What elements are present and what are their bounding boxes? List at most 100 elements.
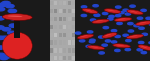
Circle shape — [134, 25, 139, 27]
Bar — [58, 40, 61, 45]
Circle shape — [90, 19, 96, 21]
Circle shape — [81, 6, 87, 8]
Bar — [72, 33, 75, 37]
Circle shape — [0, 56, 8, 60]
Bar — [54, 9, 57, 13]
Bar — [68, 40, 70, 45]
Bar — [72, 48, 75, 53]
Bar — [54, 33, 57, 37]
Bar — [63, 1, 66, 5]
Circle shape — [8, 31, 16, 35]
Circle shape — [94, 14, 99, 16]
Circle shape — [6, 4, 14, 8]
Circle shape — [137, 49, 142, 51]
Bar — [68, 33, 70, 37]
Circle shape — [125, 13, 131, 15]
Circle shape — [9, 24, 18, 27]
Ellipse shape — [95, 20, 103, 22]
Ellipse shape — [82, 8, 98, 14]
Ellipse shape — [116, 45, 124, 46]
Circle shape — [111, 30, 117, 32]
Circle shape — [119, 12, 124, 14]
Ellipse shape — [130, 11, 137, 13]
Circle shape — [2, 1, 10, 5]
Bar — [54, 40, 57, 45]
Circle shape — [0, 17, 4, 20]
Bar — [14, 16, 20, 38]
Bar — [54, 56, 57, 60]
Bar — [54, 1, 57, 5]
Ellipse shape — [2, 14, 32, 20]
Ellipse shape — [130, 35, 137, 37]
Ellipse shape — [126, 34, 144, 39]
Bar — [50, 25, 52, 29]
Ellipse shape — [85, 10, 92, 12]
Bar — [0, 0, 50, 61]
Bar — [75, 0, 150, 61]
Circle shape — [149, 23, 150, 25]
Circle shape — [125, 48, 130, 51]
Bar — [72, 40, 75, 45]
Circle shape — [89, 41, 95, 43]
Circle shape — [79, 40, 85, 42]
Ellipse shape — [118, 19, 126, 20]
Circle shape — [0, 53, 5, 57]
Ellipse shape — [127, 10, 143, 15]
Ellipse shape — [104, 9, 121, 13]
Circle shape — [115, 49, 120, 52]
Bar — [72, 56, 75, 60]
Bar — [63, 25, 66, 29]
Bar — [72, 9, 75, 13]
Circle shape — [9, 40, 17, 43]
Ellipse shape — [2, 32, 32, 59]
Circle shape — [0, 36, 4, 40]
Circle shape — [4, 54, 12, 58]
Bar — [58, 17, 61, 21]
Circle shape — [116, 6, 121, 8]
Circle shape — [0, 7, 5, 11]
Circle shape — [141, 9, 146, 11]
Circle shape — [86, 45, 91, 47]
Circle shape — [115, 35, 120, 38]
Circle shape — [102, 12, 108, 15]
Bar — [63, 17, 66, 21]
Circle shape — [102, 44, 107, 46]
Circle shape — [138, 41, 144, 44]
Ellipse shape — [81, 35, 88, 37]
Circle shape — [94, 14, 100, 16]
Ellipse shape — [105, 34, 111, 36]
Ellipse shape — [114, 18, 132, 22]
Bar — [54, 17, 57, 21]
Ellipse shape — [77, 34, 94, 39]
Circle shape — [2, 28, 11, 31]
Circle shape — [126, 40, 131, 42]
Bar — [54, 25, 57, 29]
Ellipse shape — [113, 44, 130, 48]
Circle shape — [128, 30, 134, 32]
Circle shape — [149, 42, 150, 44]
Circle shape — [0, 26, 4, 29]
Circle shape — [109, 15, 114, 18]
Bar — [50, 48, 52, 53]
Bar — [58, 25, 61, 29]
Bar — [50, 0, 75, 61]
Ellipse shape — [138, 45, 150, 50]
Bar — [68, 1, 70, 5]
Circle shape — [108, 18, 113, 20]
Bar — [50, 17, 52, 21]
Circle shape — [10, 17, 18, 20]
Ellipse shape — [107, 10, 115, 11]
Bar — [72, 1, 75, 5]
Ellipse shape — [8, 15, 22, 17]
Circle shape — [81, 14, 87, 17]
Bar — [50, 56, 52, 60]
Circle shape — [7, 48, 15, 52]
Bar — [68, 9, 70, 13]
Circle shape — [146, 17, 150, 19]
Bar — [50, 40, 52, 45]
Ellipse shape — [87, 45, 105, 50]
Circle shape — [105, 40, 111, 42]
Ellipse shape — [92, 19, 109, 23]
Bar — [63, 48, 66, 53]
Bar — [68, 25, 70, 29]
